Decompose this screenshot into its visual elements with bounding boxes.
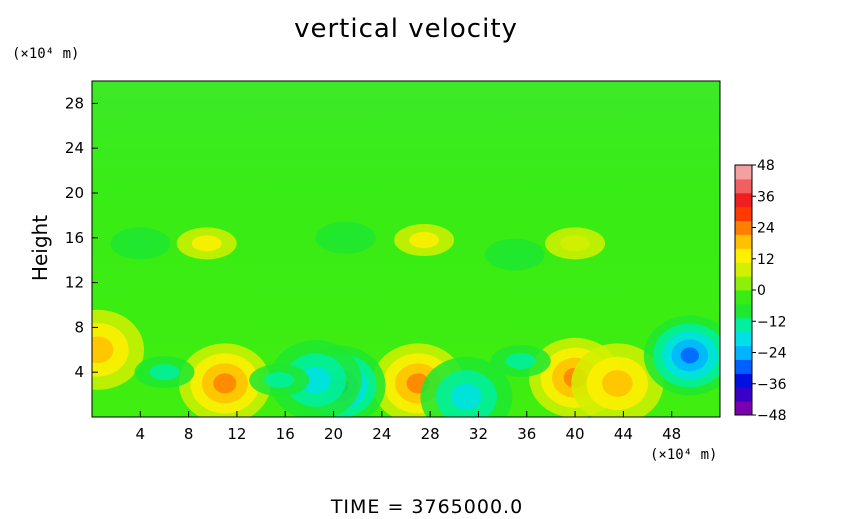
- field-feature: [420, 356, 513, 417]
- x-tick-label: 36: [517, 425, 536, 443]
- y-tick-label: 8: [74, 318, 84, 336]
- field-feature: [643, 315, 720, 396]
- x-tick-label: 20: [324, 425, 343, 443]
- colorbar-swatch: [735, 220, 752, 235]
- colorbar-swatch: [735, 331, 752, 347]
- field-feature: [134, 356, 195, 389]
- x-tick-label: 8: [184, 425, 194, 443]
- colorbar-tick-label: −12: [757, 314, 787, 330]
- colorbar-swatch: [735, 303, 752, 319]
- colorbar-swatch: [735, 290, 752, 305]
- y-tick-label: 20: [65, 184, 84, 202]
- colorbar: 48 36 24 12 0 −12 −24 −36 −48: [734, 158, 787, 424]
- field-feature: [490, 345, 551, 377]
- colorbar-tick-label: −36: [757, 377, 787, 393]
- field-feature: [484, 238, 545, 271]
- colorbar-swatch: [735, 192, 752, 208]
- colorbar-swatch: [735, 248, 752, 263]
- chart-title: vertical velocity: [294, 14, 518, 44]
- colorbar-tick-label: 12: [757, 252, 775, 268]
- colorbar-swatch: [735, 373, 752, 388]
- colorbar-swatch: [735, 276, 752, 291]
- colorbar-swatch: [735, 345, 752, 360]
- colorbar-swatch: [735, 178, 752, 194]
- colorbar-tick-label: 0: [757, 283, 766, 299]
- y-tick-label: 24: [65, 139, 84, 157]
- y-tick-label: 16: [65, 229, 84, 247]
- field-features: [92, 221, 720, 417]
- colorbar-swatch: [735, 165, 752, 180]
- field-feature: [269, 340, 362, 417]
- colorbar-tick-label: −24: [757, 346, 787, 362]
- x-tick-label: 12: [227, 425, 246, 443]
- y-tick-label: 12: [65, 274, 84, 292]
- colorbar-tick-label: 24: [757, 221, 775, 237]
- x-axis: 4 8 12 16 20 24 28 32 36 40 44 48: [136, 411, 681, 443]
- y-tick-label: 4: [74, 363, 84, 381]
- field-feature: [249, 364, 310, 397]
- x-tick-label: 4: [136, 425, 146, 443]
- x-tick-label: 16: [276, 425, 295, 443]
- colorbar-swatch: [735, 359, 752, 374]
- field-feature: [110, 227, 171, 260]
- field-feature: [176, 227, 237, 260]
- colorbar-swatch: [735, 206, 752, 222]
- x-tick-label: 28: [421, 425, 440, 443]
- field-feature: [394, 224, 455, 257]
- colorbar-swatch: [735, 262, 752, 277]
- colorbar-swatch: [735, 317, 752, 333]
- colorbar-swatch: [735, 387, 752, 402]
- time-label: TIME = 3765000.0: [330, 496, 524, 518]
- colorbar-swatch: [735, 401, 752, 416]
- x-tick-label: 32: [469, 425, 488, 443]
- x-unit-label: (×10⁴ m): [650, 447, 718, 463]
- x-tick-label: 44: [614, 425, 633, 443]
- y-tick-label: 28: [65, 94, 84, 112]
- colorbar-tick-label: 48: [757, 158, 775, 174]
- field-feature: [178, 343, 271, 417]
- plot-frame: [91, 80, 721, 418]
- x-tick-label: 48: [662, 425, 681, 443]
- field-feature: [315, 221, 376, 254]
- y-unit-label: (×10⁴ m): [12, 46, 80, 62]
- x-tick-label: 24: [372, 425, 391, 443]
- x-tick-label: 40: [566, 425, 585, 443]
- colorbar-swatch: [735, 234, 752, 249]
- field-feature: [545, 227, 606, 260]
- colorbar-tick-label: −48: [757, 408, 787, 424]
- field-feature: [92, 309, 145, 390]
- field-feature: [571, 343, 664, 417]
- y-axis: 4 8 12 16 20 24 28: [65, 94, 98, 381]
- colorbar-tick-label: 36: [757, 189, 775, 205]
